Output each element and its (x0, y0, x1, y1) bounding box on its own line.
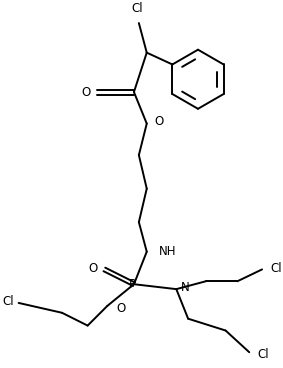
Text: O: O (116, 302, 125, 315)
Text: Cl: Cl (2, 296, 14, 308)
Text: Cl: Cl (131, 2, 143, 15)
Text: O: O (88, 262, 97, 275)
Text: Cl: Cl (270, 262, 282, 275)
Text: O: O (155, 115, 164, 128)
Text: N: N (181, 281, 190, 294)
Text: P: P (128, 278, 136, 291)
Text: NH: NH (158, 245, 176, 258)
Text: O: O (81, 85, 91, 99)
Text: Cl: Cl (257, 348, 269, 361)
